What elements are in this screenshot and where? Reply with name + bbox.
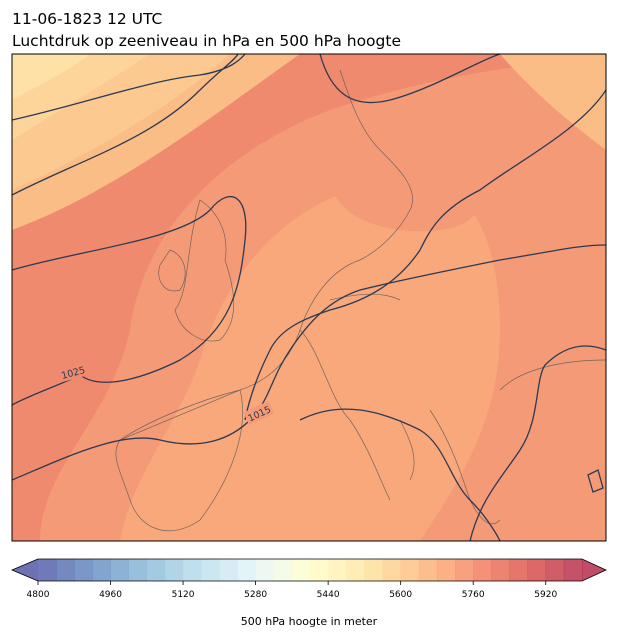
- colorbar-tick-label: 4960: [99, 590, 122, 600]
- colorbar-band: [273, 559, 293, 581]
- colorbar-band: [364, 559, 383, 581]
- colorbar-tick-label: 5920: [534, 590, 557, 600]
- colorbar-label: 500 hPa hoogte in meter: [241, 615, 378, 628]
- colorbar-band: [201, 559, 220, 581]
- colorbar-band: [56, 559, 75, 581]
- colorbar-band: [527, 559, 547, 581]
- title-line: 11-06-1823 12 UTC: [12, 10, 162, 28]
- colorbar-band: [491, 559, 510, 581]
- colorbar-band: [509, 559, 528, 581]
- colorbar-tick-label: 5600: [389, 590, 412, 600]
- colorbar-band: [436, 559, 456, 581]
- colorbar-band: [400, 559, 420, 581]
- colorbar-band: [164, 559, 184, 581]
- colorbar-band: [219, 559, 238, 581]
- map-frame: [11, 53, 607, 542]
- colorbar-band: [74, 559, 93, 581]
- colorbar-band: [545, 559, 565, 581]
- colorbar-band: [328, 559, 347, 581]
- colorbar-band: [128, 559, 148, 581]
- colorbar-band: [346, 559, 365, 581]
- colorbar-outline: [10, 558, 607, 582]
- colorbar-band: [563, 559, 583, 581]
- colorbar-extend: [12, 559, 38, 581]
- title-line: Luchtdruk op zeeniveau in hPa en 500 hPa…: [12, 32, 401, 50]
- colorbar-tick-label: 5280: [244, 590, 267, 600]
- colorbar-tick-label: 5120: [172, 590, 195, 600]
- map: 1025 1015: [12, 54, 606, 541]
- colorbar-band: [455, 559, 474, 581]
- colorbar-tick-label: 5440: [317, 590, 340, 600]
- colorbar-band: [473, 559, 492, 581]
- colorbar-band: [38, 559, 57, 581]
- colorbar-band: [310, 559, 329, 581]
- colorbar-band: [382, 559, 401, 581]
- colorbar-tick-label: 4800: [27, 590, 50, 600]
- colorbar-band: [255, 559, 275, 581]
- colorbar-band: [92, 559, 111, 581]
- colorbar-band: [291, 559, 311, 581]
- colorbar-band: [146, 559, 166, 581]
- colorbar-band: [110, 559, 129, 581]
- colorbar-tick-label: 5760: [462, 590, 485, 600]
- colorbar-extend: [582, 559, 606, 581]
- colorbar-band: [183, 559, 202, 581]
- colorbar-band: [237, 559, 256, 581]
- colorbar-band: [418, 559, 438, 581]
- colorbar: 4800 4960 5120 5280 5440 5600 5760 5920: [10, 558, 607, 600]
